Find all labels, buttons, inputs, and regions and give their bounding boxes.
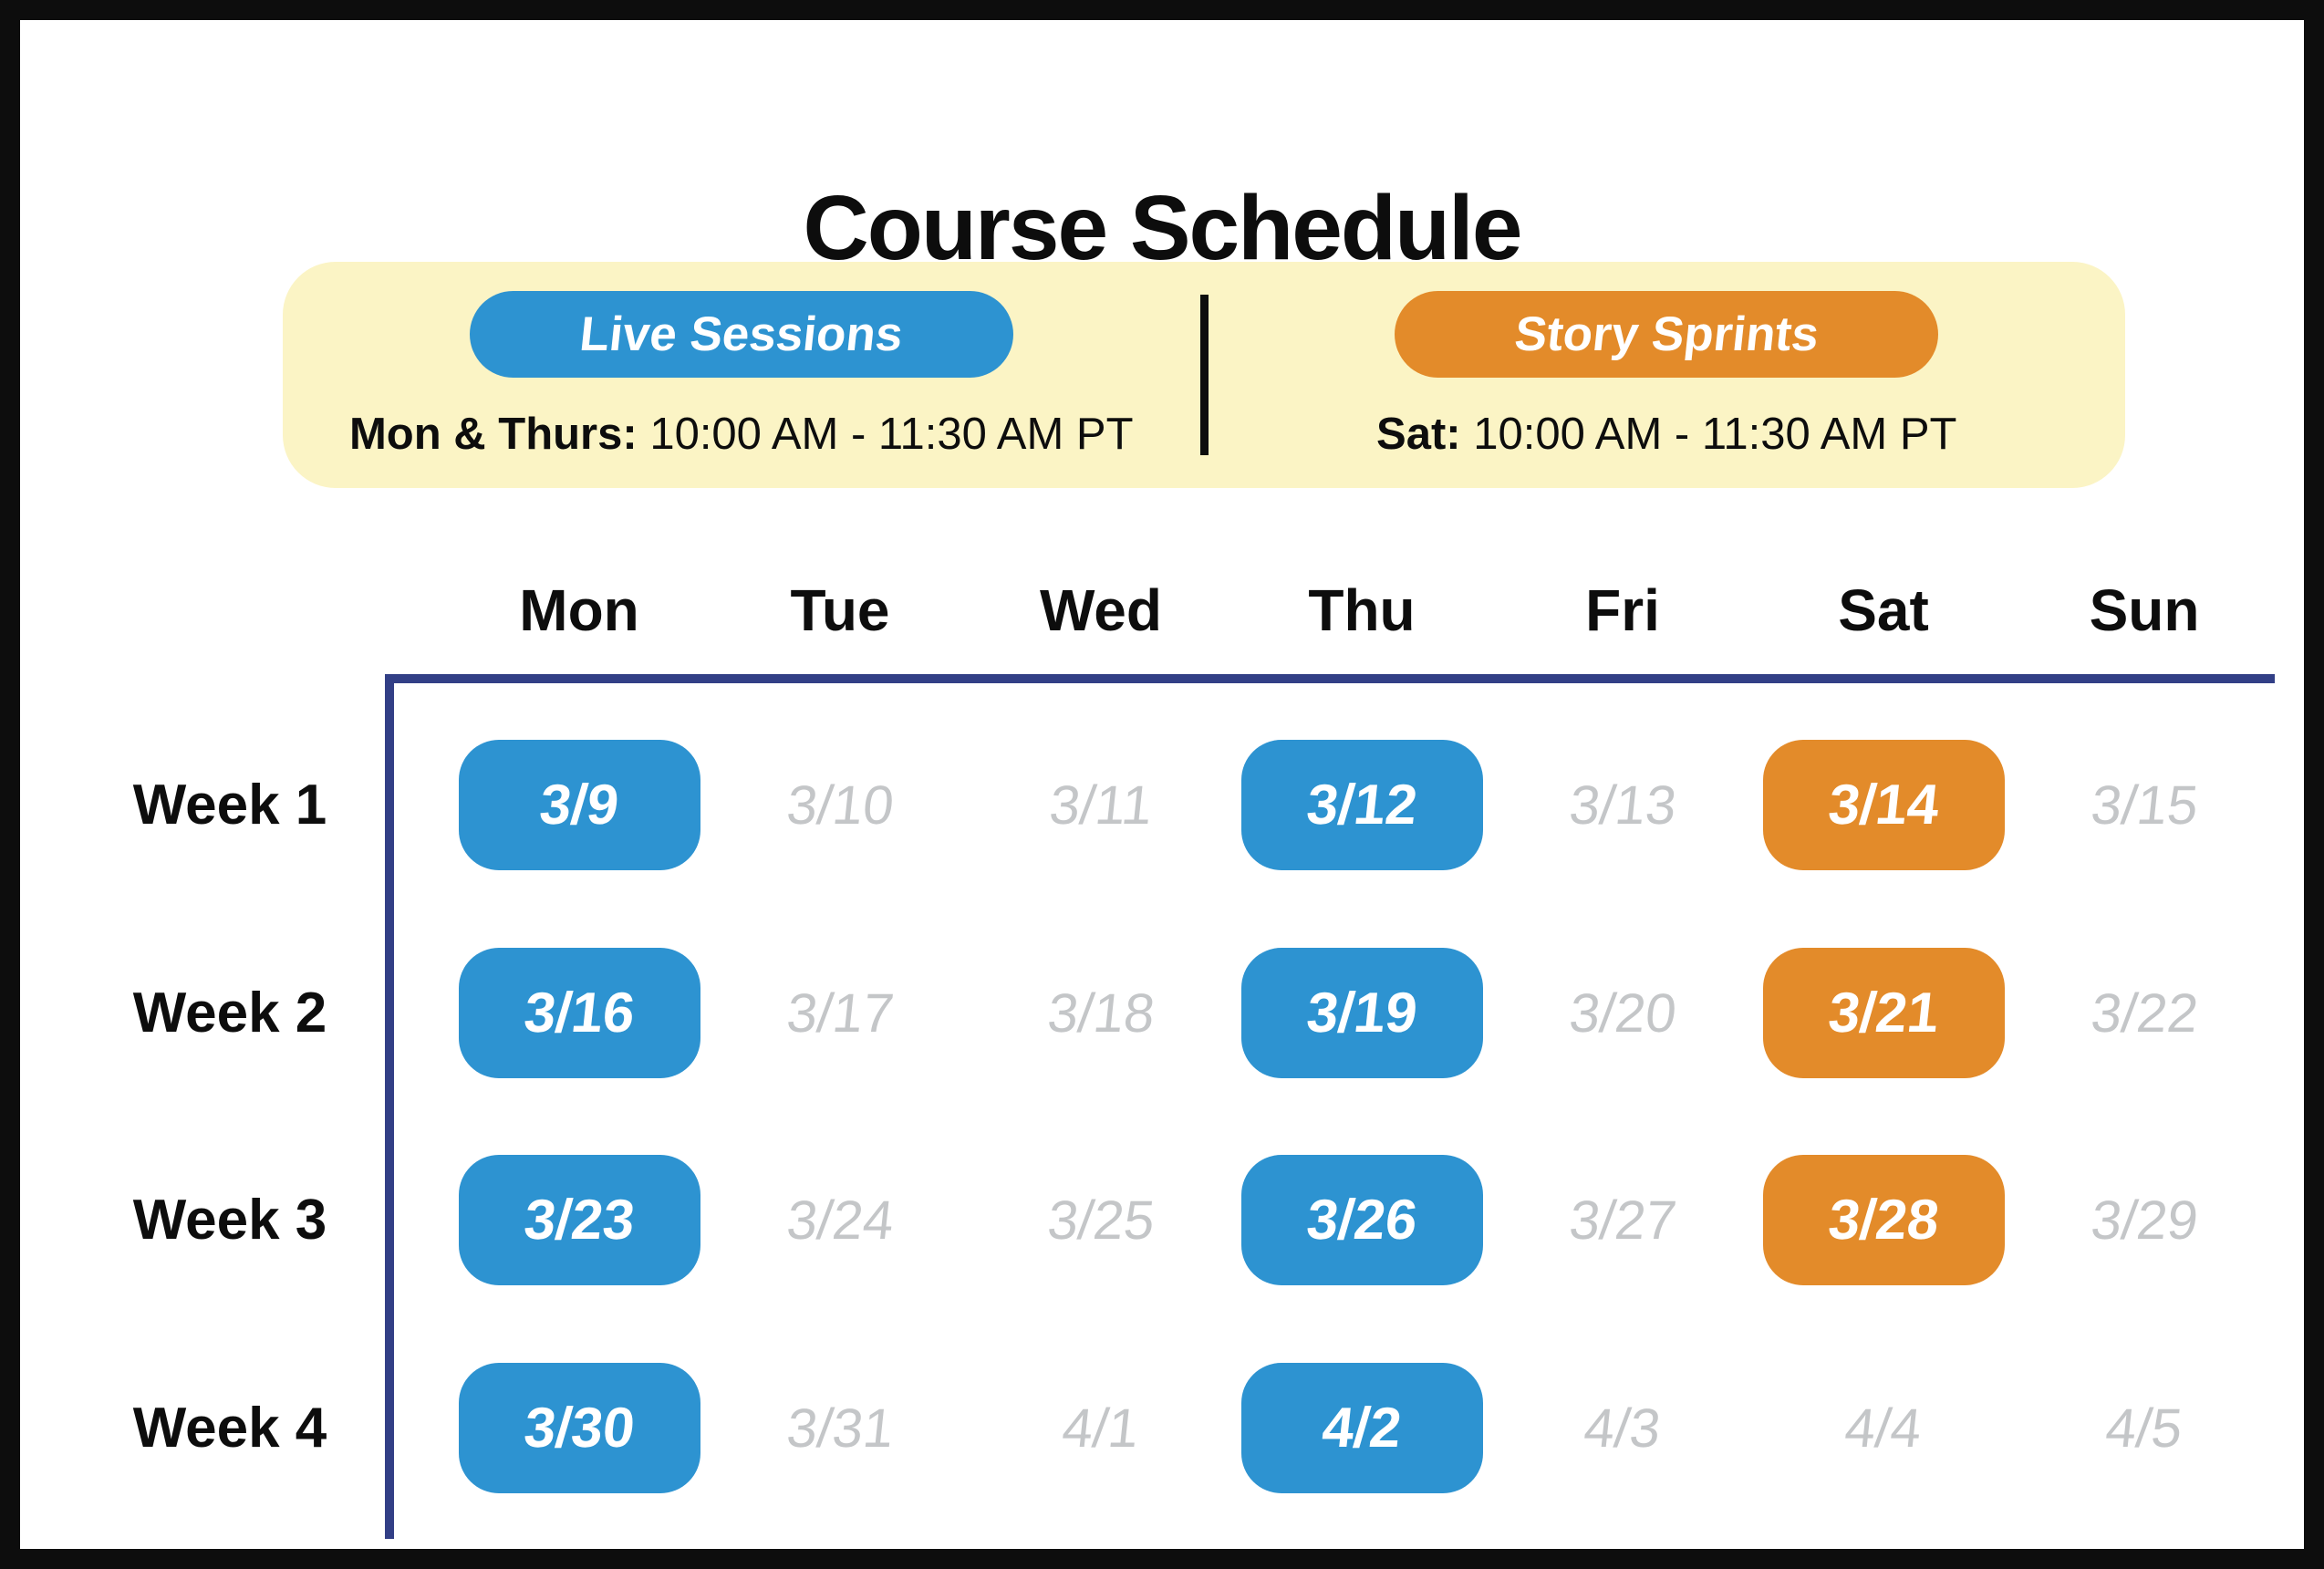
- date-text: 3/10: [783, 774, 897, 836]
- date-text: 3/24: [783, 1190, 897, 1252]
- date-text: 3/25: [1044, 1190, 1157, 1252]
- live-session-date-3/19: 3/19: [1240, 947, 1483, 1078]
- date-text: 3/31: [783, 1397, 897, 1459]
- date-4/1: 4/1: [1060, 1397, 1142, 1460]
- legend: Live Sessions Mon & Thurs: 10:00 AM - 11…: [283, 262, 2125, 488]
- date-text: 3/29: [2088, 1190, 2201, 1252]
- week-label-week-3: Week 3: [132, 1189, 327, 1252]
- week-label-column: Week 1 Week 2 Week 3 Week 4: [84, 683, 376, 1539]
- date-3/10: 3/10: [783, 774, 897, 836]
- day-header-mon: Mon: [519, 577, 639, 643]
- day-header-thu: Thu: [1308, 577, 1416, 643]
- live-session-date-3/9: 3/9: [458, 740, 700, 871]
- day-header-sat: Sat: [1838, 577, 1929, 643]
- story-sprints-badge: Story Sprints: [1395, 290, 1939, 378]
- date-3/31: 3/31: [783, 1397, 897, 1460]
- live-sessions-badge: Live Sessions: [469, 290, 1013, 378]
- week-label-week-2: Week 2: [132, 981, 327, 1044]
- date-text: 3/15: [2088, 774, 2201, 836]
- date-3/17: 3/17: [783, 982, 897, 1044]
- week-label-week-1: Week 1: [132, 774, 327, 837]
- date-text: 4/1: [1059, 1397, 1143, 1459]
- legend-divider: [1199, 295, 1209, 455]
- live-sessions-schedule: Mon & Thurs: 10:00 AM - 11:30 AM PT: [349, 409, 1134, 460]
- live-session-date-3/23: 3/23: [458, 1155, 700, 1286]
- page-title: Course Schedule: [803, 177, 1523, 279]
- live-session-date-3/16: 3/16: [458, 947, 700, 1078]
- date-text: 3/23: [521, 1189, 638, 1252]
- story-sprints-days: Sat:: [1376, 409, 1461, 459]
- date-text: 3/11: [1046, 774, 1156, 836]
- live-session-date-3/30: 3/30: [458, 1362, 700, 1493]
- date-text: 3/14: [1825, 774, 1942, 837]
- date-text: 3/21: [1825, 981, 1942, 1044]
- date-3/13: 3/13: [1566, 774, 1679, 836]
- date-text: 4/4: [1842, 1397, 1925, 1459]
- date-3/18: 3/18: [1044, 982, 1157, 1044]
- date-text: 3/16: [521, 981, 638, 1044]
- live-sessions-days: Mon & Thurs:: [348, 409, 638, 459]
- date-text: 3/19: [1303, 981, 1420, 1044]
- day-header-row: Mon Tue Wed Thu Fri Sat Sun: [385, 566, 2275, 657]
- date-text: 3/26: [1303, 1189, 1420, 1252]
- date-3/25: 3/25: [1044, 1189, 1157, 1252]
- date-text: 3/9: [536, 774, 622, 837]
- date-text: 4/2: [1319, 1396, 1405, 1460]
- legend-story-sprints: Story Sprints Sat: 10:00 AM - 11:30 AM P…: [1209, 262, 2126, 488]
- live-sessions-time: 10:00 AM - 11:30 AM PT: [637, 409, 1134, 459]
- date-3/27: 3/27: [1566, 1189, 1679, 1252]
- story-sprint-date-3/21: 3/21: [1762, 947, 2005, 1078]
- date-text: 3/13: [1566, 774, 1679, 836]
- date-text: 3/27: [1566, 1190, 1679, 1252]
- calendar-cells: 3/9 3/10 3/11 3/12 3/13 3/14 3/15 3/16 3/17 3/18 3…: [394, 683, 2275, 1539]
- live-session-date-3/26: 3/26: [1240, 1155, 1483, 1286]
- date-3/15: 3/15: [2088, 774, 2201, 836]
- date-3/22: 3/22: [2088, 982, 2201, 1044]
- date-3/24: 3/24: [783, 1189, 897, 1252]
- date-4/3: 4/3: [1582, 1397, 1664, 1460]
- date-3/20: 3/20: [1566, 982, 1679, 1044]
- date-text: 4/5: [2102, 1397, 2186, 1459]
- day-header-fri: Fri: [1585, 577, 1660, 643]
- date-4/4: 4/4: [1842, 1397, 1925, 1460]
- date-3/29: 3/29: [2088, 1189, 2201, 1252]
- story-sprint-date-3/28: 3/28: [1762, 1155, 2005, 1286]
- story-sprints-label: Story Sprints: [1511, 307, 1821, 361]
- date-text: 3/22: [2088, 982, 2201, 1044]
- date-text: 3/30: [521, 1396, 638, 1460]
- date-text: 3/18: [1044, 982, 1157, 1044]
- date-text: 3/20: [1566, 982, 1679, 1044]
- calendar-grid: 3/9 3/10 3/11 3/12 3/13 3/14 3/15 3/16 3/17 3/18 3…: [385, 674, 2275, 1539]
- day-header-wed: Wed: [1040, 577, 1162, 643]
- date-4/5: 4/5: [2103, 1397, 2185, 1460]
- date-text: 4/3: [1581, 1397, 1665, 1459]
- date-text: 3/28: [1825, 1189, 1942, 1252]
- legend-live-sessions: Live Sessions Mon & Thurs: 10:00 AM - 11…: [283, 262, 1200, 488]
- story-sprints-time: 10:00 AM - 11:30 AM PT: [1460, 409, 1957, 459]
- story-sprints-schedule: Sat: 10:00 AM - 11:30 AM PT: [1376, 409, 1956, 460]
- date-text: 3/17: [783, 982, 897, 1044]
- day-header-tue: Tue: [790, 577, 890, 643]
- week-label-week-4: Week 4: [132, 1396, 327, 1460]
- live-sessions-label: Live Sessions: [576, 307, 906, 361]
- date-3/11: 3/11: [1046, 774, 1155, 836]
- story-sprint-date-3/14: 3/14: [1762, 740, 2005, 871]
- date-text: 3/12: [1303, 774, 1420, 837]
- day-header-sun: Sun: [2089, 577, 2200, 643]
- live-session-date-4/2: 4/2: [1240, 1362, 1483, 1493]
- live-session-date-3/12: 3/12: [1240, 740, 1483, 871]
